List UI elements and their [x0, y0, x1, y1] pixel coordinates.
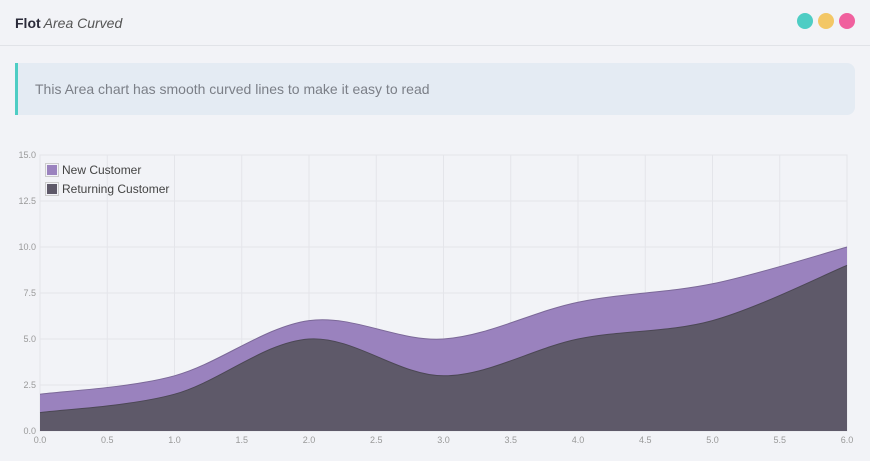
y-tick-label: 2.5: [23, 380, 36, 390]
y-tick-label: 12.5: [18, 196, 36, 206]
x-tick-label: 5.0: [706, 435, 719, 445]
dot-yellow[interactable]: [818, 13, 834, 29]
x-tick-label: 2.0: [303, 435, 316, 445]
area-series-1: [40, 265, 847, 431]
title-italic: Area Curved: [43, 14, 123, 31]
y-tick-label: 7.5: [23, 288, 36, 298]
y-tick-label: 15.0: [18, 150, 36, 160]
legend-label: New Customer: [62, 162, 142, 177]
x-tick-label: 4.5: [639, 435, 652, 445]
x-tick-label: 1.5: [235, 435, 248, 445]
x-tick-label: 1.0: [168, 435, 181, 445]
y-tick-label: 0.0: [23, 426, 36, 436]
legend-label: Returning Customer: [62, 181, 170, 196]
line-series-0: [39, 246, 848, 395]
title-bold: Flot: [15, 14, 41, 31]
line-series-1: [39, 264, 848, 414]
x-tick-label: 5.5: [773, 435, 786, 445]
window-controls: [797, 13, 855, 29]
legend-swatch: [47, 164, 57, 175]
info-note: This Area chart has smooth curved lines …: [15, 63, 855, 115]
x-tick-label: 4.0: [572, 435, 585, 445]
x-tick-label: 6.0: [841, 435, 854, 445]
dot-teal[interactable]: [797, 13, 813, 29]
legend-item-returning: Returning Customer: [45, 179, 169, 198]
panel-title: Flot Area Curved: [15, 15, 122, 31]
legend-item-new: New Customer: [45, 160, 169, 179]
legend: New Customer Returning Customer: [45, 160, 169, 198]
x-tick-label: 3.0: [437, 435, 450, 445]
x-tick-label: 0.5: [101, 435, 114, 445]
x-tick-label: 0.0: [34, 435, 47, 445]
x-tick-label: 2.5: [370, 435, 383, 445]
dot-pink[interactable]: [839, 13, 855, 29]
panel-header: Flot Area Curved: [0, 0, 870, 46]
legend-swatch: [47, 183, 57, 194]
y-tick-label: 10.0: [18, 242, 36, 252]
x-tick-label: 3.5: [504, 435, 517, 445]
y-tick-label: 5.0: [23, 334, 36, 344]
